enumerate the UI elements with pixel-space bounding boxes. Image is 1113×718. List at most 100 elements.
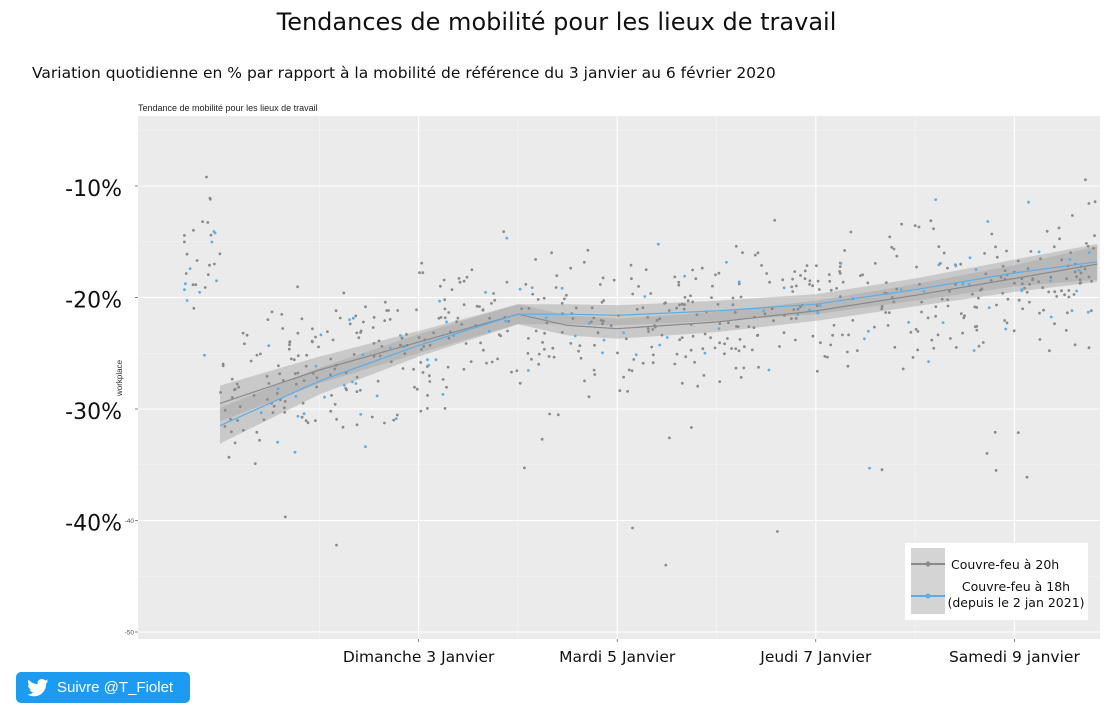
data-point [249, 359, 253, 363]
data-point [304, 364, 308, 368]
data-point [835, 287, 838, 290]
data-point [579, 356, 583, 360]
data-point [731, 296, 735, 300]
data-point [242, 428, 245, 432]
data-point [294, 395, 298, 398]
data-point [280, 313, 284, 316]
data-point [673, 362, 677, 366]
data-point [793, 270, 797, 273]
data-point [267, 344, 271, 348]
data-point [447, 336, 451, 340]
data-point [1005, 249, 1008, 253]
data-point [183, 240, 186, 244]
data-point [577, 349, 580, 353]
data-point [417, 336, 421, 339]
data-point [215, 279, 218, 283]
data-point [723, 342, 726, 346]
data-point [888, 235, 892, 239]
data-point [266, 318, 270, 321]
y-axis-label: workplace [115, 359, 124, 397]
data-point [460, 322, 464, 326]
data-point [296, 354, 300, 358]
data-point [338, 316, 342, 320]
data-point [913, 224, 917, 228]
data-point [442, 278, 446, 282]
data-point [941, 321, 945, 324]
data-point [927, 360, 930, 363]
data-point [971, 292, 974, 296]
data-point [213, 262, 216, 266]
data-point [985, 452, 989, 455]
data-point [880, 468, 884, 472]
follow-button-label: Suivre @T_Fiolet [57, 679, 174, 696]
data-point [994, 245, 997, 249]
data-point [271, 411, 275, 414]
data-point [383, 319, 387, 322]
data-point [439, 284, 442, 288]
data-point [1066, 311, 1069, 315]
data-point [680, 302, 684, 306]
data-point [292, 358, 296, 362]
data-point [718, 380, 722, 383]
data-point [977, 344, 981, 348]
data-point [911, 356, 915, 359]
data-point [702, 374, 706, 377]
data-point [926, 316, 930, 320]
data-point [206, 273, 210, 276]
data-point [551, 346, 555, 350]
data-point [323, 395, 326, 399]
data-point [326, 330, 329, 333]
data-point [962, 316, 966, 320]
data-point [733, 311, 737, 314]
data-point [675, 352, 679, 356]
legend-key-background [911, 548, 945, 614]
data-point [315, 376, 319, 380]
data-point [333, 402, 337, 406]
twitter-follow-button[interactable]: Suivre @T_Fiolet [16, 672, 190, 703]
data-point [364, 445, 367, 449]
data-point [734, 366, 738, 370]
data-point [683, 274, 686, 278]
data-point [457, 277, 461, 280]
data-point [458, 280, 462, 284]
data-point [1005, 321, 1009, 325]
data-point [586, 248, 590, 252]
data-point [647, 330, 650, 333]
data-point [283, 400, 287, 403]
data-point [462, 367, 466, 371]
data-point [768, 280, 771, 284]
data-point [378, 354, 382, 358]
data-point [916, 330, 920, 333]
data-point [192, 306, 196, 310]
data-point [530, 286, 534, 289]
data-point [399, 334, 402, 337]
data-point [1064, 329, 1068, 332]
data-point [714, 273, 717, 277]
data-point [1069, 251, 1073, 255]
data-point [838, 270, 841, 273]
data-point [781, 278, 785, 282]
data-point [861, 273, 864, 277]
data-point [691, 300, 695, 304]
data-point [394, 417, 398, 420]
data-point [205, 175, 208, 179]
data-point [432, 331, 435, 335]
data-point [630, 277, 633, 281]
data-point [1016, 259, 1020, 263]
data-point [272, 404, 276, 408]
data-point [892, 300, 896, 304]
data-point [243, 342, 246, 346]
data-point [627, 368, 631, 372]
data-point [357, 336, 361, 339]
data-point [668, 436, 671, 440]
data-point [583, 379, 586, 383]
data-point [986, 220, 990, 223]
data-point [253, 462, 257, 465]
data-point [560, 331, 564, 334]
data-point [999, 275, 1003, 279]
data-point [1021, 307, 1024, 311]
data-point [1020, 277, 1024, 281]
data-point [426, 394, 429, 397]
data-point [388, 318, 392, 321]
data-point [1077, 268, 1081, 272]
